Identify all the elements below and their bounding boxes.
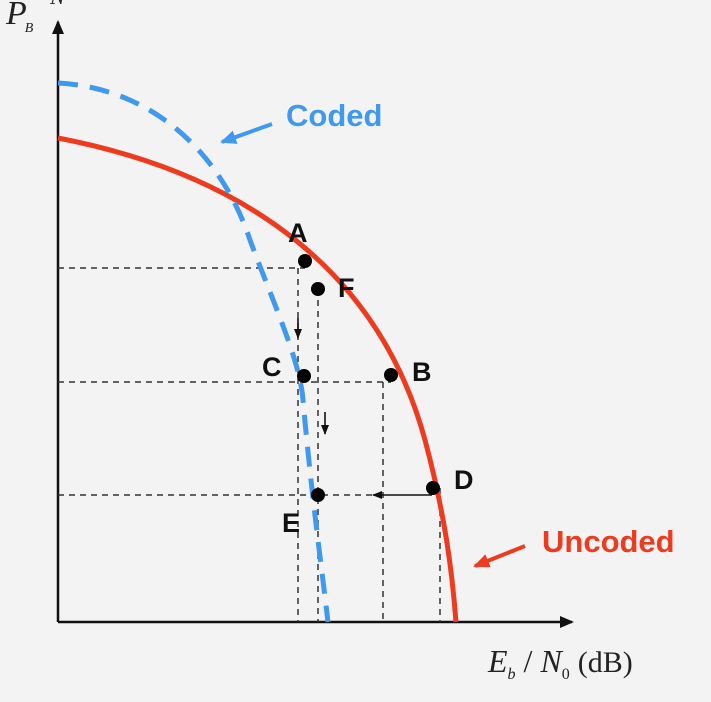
label-c: C xyxy=(262,352,282,382)
coded-curve xyxy=(57,80,331,623)
point-e xyxy=(311,488,325,502)
x-axis-eb: E xyxy=(487,643,508,679)
label-d: D xyxy=(454,465,474,495)
label-b: B xyxy=(412,357,432,387)
point-c xyxy=(297,369,311,383)
label-e: E xyxy=(282,508,300,538)
point-a xyxy=(298,254,312,268)
y-axis-partial: N xyxy=(49,0,66,9)
y-axis-subscript: B xyxy=(25,21,34,36)
uncoded-label: Uncoded xyxy=(542,524,675,559)
guide-lines xyxy=(58,267,441,622)
y-axis-label: PB xyxy=(5,0,34,36)
x-axis-eb-sub: b xyxy=(508,666,516,683)
uncoded-curve xyxy=(57,135,459,623)
x-axis-slash: / xyxy=(524,643,533,679)
point-b xyxy=(384,368,398,382)
x-axis-n0-sub: 0 xyxy=(562,666,570,683)
label-f: F xyxy=(338,273,355,303)
coded-label: Coded xyxy=(286,98,382,133)
point-d xyxy=(426,481,440,495)
coded-callout-arrow xyxy=(220,122,273,144)
label-a: A xyxy=(288,218,308,248)
point-f xyxy=(311,282,325,296)
x-axis-n0: N xyxy=(539,643,563,679)
x-axis-label: Eb / N0 (dB) xyxy=(487,643,633,683)
uncoded-callout-arrow xyxy=(473,544,526,568)
x-axis-unit: (dB) xyxy=(578,646,633,679)
y-axis-symbol: P xyxy=(5,0,27,32)
